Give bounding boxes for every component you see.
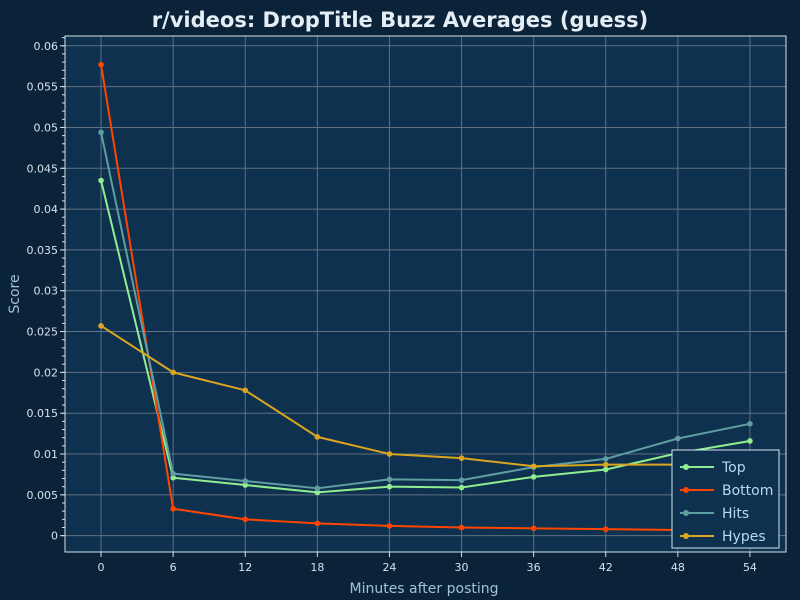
series-line-hits [100, 132, 751, 490]
data-point [98, 129, 104, 136]
y-tick-label: 0.04 [34, 203, 59, 216]
y-tick-label: 0.05 [34, 121, 59, 134]
data-point [602, 526, 609, 532]
y-tick-label: 0.03 [34, 285, 59, 298]
data-point [530, 525, 537, 532]
y-tick-label: 0.005 [27, 489, 59, 502]
data-point [170, 470, 176, 477]
data-point [98, 323, 104, 329]
data-point [242, 482, 249, 488]
data-point [170, 505, 176, 512]
legend-label: Top [721, 460, 746, 476]
x-axis-label: Minutes after posting [349, 581, 498, 597]
legend-label: Bottom [722, 483, 773, 499]
plot-frame [64, 35, 787, 553]
legend-label: Hits [722, 506, 749, 522]
y-tick-label: 0 [51, 530, 58, 543]
data-point [747, 438, 753, 444]
data-point [314, 520, 321, 527]
y-tick-label: 0.015 [27, 407, 59, 420]
x-tick-label: 54 [743, 561, 757, 574]
y-tick-label: 0.045 [27, 162, 59, 175]
series-hits [98, 129, 753, 492]
y-tick-label: 0.06 [34, 40, 59, 53]
data-point [314, 485, 321, 492]
plot-area [65, 36, 786, 552]
series-line-hypes [100, 325, 750, 468]
data-point [314, 434, 321, 440]
data-point [530, 463, 537, 470]
legend-swatch-marker [683, 464, 689, 470]
data-point [98, 61, 104, 68]
data-point [675, 435, 681, 442]
data-point [242, 516, 249, 523]
data-point [458, 455, 465, 461]
data-point [747, 421, 753, 427]
y-tick-label: 0.025 [27, 326, 59, 339]
series-bottom [98, 61, 753, 534]
x-tick-label: 6 [170, 561, 177, 574]
data-point [458, 524, 465, 531]
chart-title: r/videos: DropTitle Buzz Averages (guess… [152, 8, 649, 32]
data-point [602, 466, 609, 473]
series-top [98, 177, 753, 496]
data-point [386, 483, 393, 490]
y-tick-label: 0.055 [27, 81, 59, 94]
legend: Top Bottom Hits Hypes [671, 449, 780, 549]
x-tick-label: 42 [599, 561, 613, 574]
series-line-bottom [100, 64, 750, 532]
data-point [386, 523, 393, 529]
data-point [602, 461, 609, 468]
x-tick-label: 24 [382, 561, 396, 574]
x-tick-label: 12 [238, 561, 252, 574]
data-point [170, 369, 176, 376]
data-point [314, 489, 321, 496]
y-axis-label: Score [7, 274, 23, 313]
series-line-top [100, 180, 751, 494]
x-tick-label: 30 [455, 561, 469, 574]
data-point [458, 477, 465, 483]
x-tick-label: 48 [671, 561, 685, 574]
data-point [242, 387, 249, 394]
y-tick-label: 0.01 [34, 448, 59, 461]
y-tick-label: 0.02 [34, 366, 59, 379]
data-point [458, 484, 465, 491]
x-tick-label: 18 [310, 561, 324, 574]
legend-swatch-marker [683, 487, 689, 493]
legend-swatch-marker [683, 533, 689, 539]
y-tick-label: 0.035 [27, 244, 59, 257]
x-tick-label: 0 [98, 561, 105, 574]
legend-swatch-marker [683, 510, 689, 516]
legend-label: Hypes [722, 529, 766, 545]
data-point [242, 478, 249, 484]
data-point [170, 474, 176, 481]
x-tick-label: 36 [527, 561, 541, 574]
data-point [530, 474, 537, 480]
data-point [386, 451, 393, 457]
grid [65, 36, 786, 552]
data-point [98, 177, 104, 184]
data-point [602, 456, 609, 462]
data-point [386, 476, 393, 483]
